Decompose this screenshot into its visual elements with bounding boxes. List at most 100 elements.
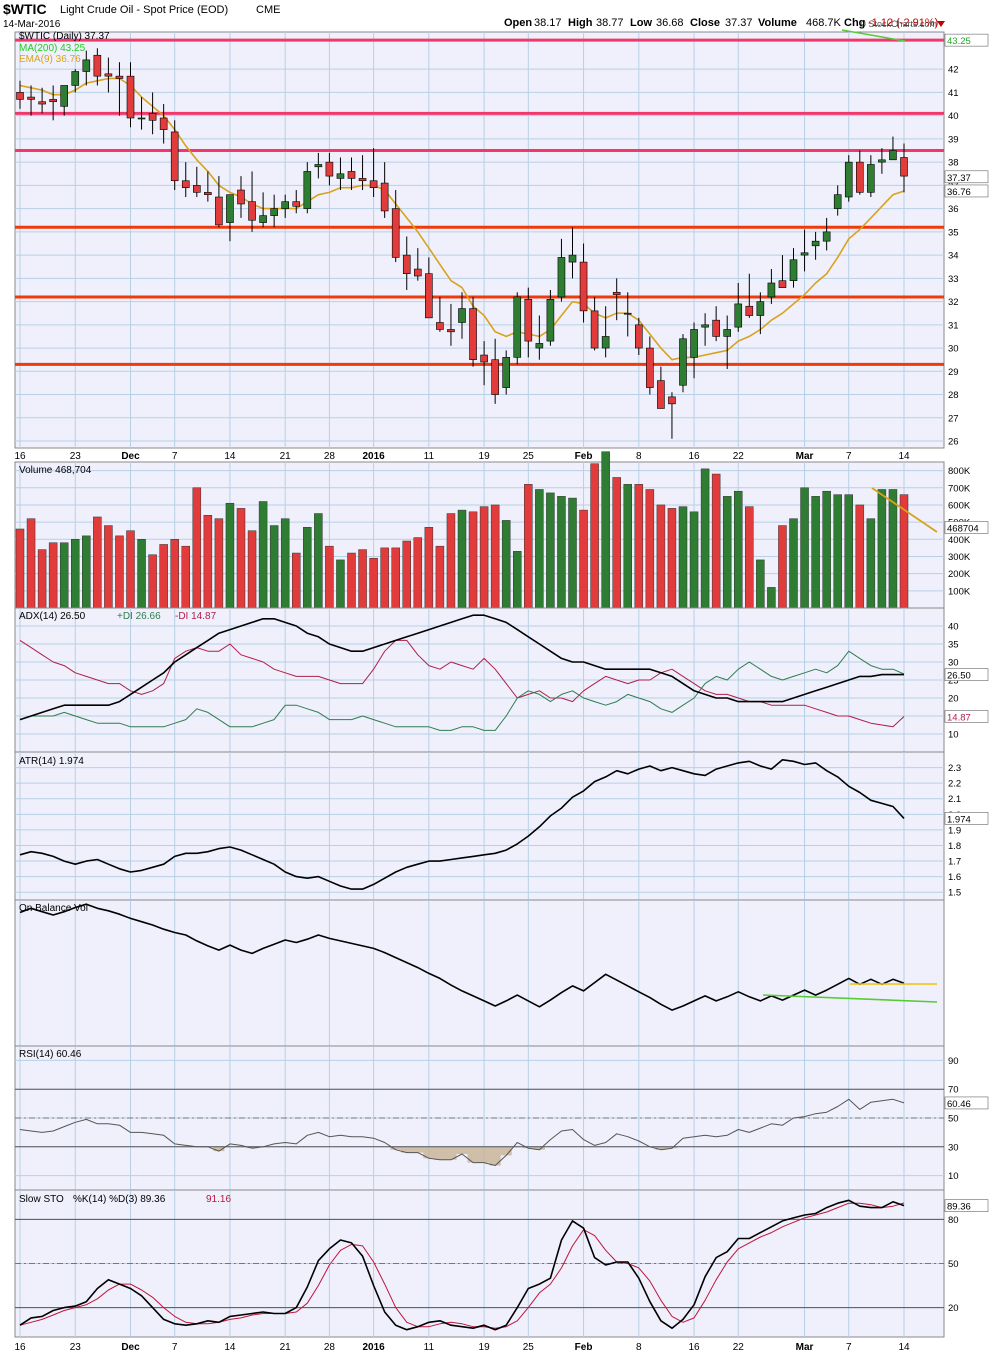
volume-bar: [336, 559, 345, 609]
x-tick-label: 16: [14, 1342, 26, 1353]
y-tick-label: 1.6: [948, 872, 961, 883]
volume-bar: [877, 489, 887, 609]
volume-bar: [325, 545, 334, 609]
candle-body: [844, 161, 853, 198]
obv-panel-background: [14, 899, 945, 1047]
y-tick-label: 25: [948, 676, 959, 687]
volume-bar: [734, 490, 743, 609]
volume-bar: [524, 484, 533, 609]
candle-body: [867, 164, 875, 193]
y-tick-label: 90: [948, 1056, 959, 1067]
plus-di-legend: +DI 26.66: [117, 611, 161, 622]
volume-bar: [181, 545, 190, 609]
x-tick-label: 21: [280, 451, 292, 462]
volume-value: 468.7K: [806, 17, 842, 29]
ma200-legend: MA(200) 43.25: [19, 43, 86, 54]
candle-body: [469, 308, 477, 360]
y-tick-label: 38: [948, 158, 959, 169]
candle-body: [71, 71, 80, 86]
volume-bar: [468, 511, 478, 609]
volume-panel-background: [14, 461, 945, 609]
x-tick-label: 25: [523, 1342, 535, 1353]
y-tick-label: 39: [948, 134, 959, 145]
chg-value: -1.12 (-2.91%): [868, 17, 938, 29]
volume-bar: [26, 518, 36, 609]
volume-bar: [535, 489, 544, 609]
y-tick-label: 30: [948, 658, 959, 669]
x-tick-label: 28: [324, 1342, 336, 1353]
volume-bar: [711, 473, 721, 609]
y-tick-label: 41: [948, 88, 959, 99]
volume-bar: [700, 468, 710, 609]
y-tick-label: 35: [948, 227, 959, 238]
minus-di-legend: -DI 14.87: [175, 611, 217, 622]
open-value: 38.17: [534, 17, 562, 29]
x-tick-label: 16: [14, 451, 26, 462]
oversold-shading: [213, 1146, 678, 1166]
y-tick-label: 34: [948, 251, 959, 262]
volume-bar: [115, 535, 124, 609]
high-label: High: [568, 17, 593, 29]
volume-bar: [844, 494, 853, 609]
y-tick-label: 200K: [948, 569, 971, 580]
volume-bar: [756, 559, 765, 609]
candle-body: [248, 201, 256, 221]
y-tick-label: 1.9: [948, 825, 961, 836]
candle-body: [170, 131, 179, 182]
candle-body: [535, 343, 544, 349]
candle-body: [734, 303, 743, 328]
candle-body: [259, 215, 267, 223]
value-tag-box: [944, 812, 989, 825]
volume-bar: [380, 547, 389, 609]
candle-body: [181, 180, 190, 189]
volume-bar: [689, 511, 699, 609]
candle-body: [159, 117, 168, 130]
candle-body: [436, 322, 444, 330]
candle-body: [712, 319, 720, 337]
chg-label: Chg: [844, 17, 865, 29]
volume-bar: [822, 490, 831, 609]
value-tag-box: [944, 668, 989, 681]
x-tick-label: 7: [846, 451, 852, 462]
volume-bar: [71, 539, 80, 609]
open-label: Open: [504, 17, 532, 29]
y-tick-label: 20: [948, 694, 959, 705]
candle-body: [579, 261, 588, 312]
y-tick-label: 2.3: [948, 763, 961, 774]
chart-date: 14-Mar-2016: [3, 19, 61, 30]
atr-line: [19, 759, 905, 890]
y-tick-label: 100K: [948, 586, 971, 597]
x-tick-label: Feb: [575, 1342, 593, 1353]
x-tick-label: 19: [479, 1342, 491, 1353]
y-tick-label: 700K: [948, 483, 971, 494]
value-tag-box: [944, 184, 989, 198]
value-tag-box: [944, 170, 989, 184]
candle-body: [723, 329, 732, 337]
candle-body: [292, 201, 301, 207]
atr-panel-background: [14, 751, 945, 901]
x-tick-label: 21: [280, 1342, 292, 1353]
x-tick-label: 2016: [362, 451, 385, 462]
volume-panel-title: Volume 468,704: [19, 465, 92, 476]
candle-body: [391, 208, 400, 258]
volume-bar: [170, 539, 179, 609]
value-tag: 60.46: [947, 1099, 971, 1110]
volume-bar: [137, 539, 146, 609]
candle-body: [756, 301, 765, 316]
volume-bar: [590, 463, 599, 609]
x-tick-label: 7: [172, 1342, 178, 1353]
candle-body: [458, 308, 466, 323]
candle-body: [447, 329, 455, 333]
y-tick-label: 10: [948, 730, 959, 741]
volume-bar: [314, 513, 323, 609]
volume-bar: [413, 537, 423, 609]
value-tag: 1.974: [947, 814, 971, 825]
volume-bar: [391, 547, 400, 609]
candle-body: [303, 171, 312, 209]
volume-bar: [634, 484, 644, 609]
close-value: 37.37: [725, 17, 753, 29]
volume-bar: [104, 525, 113, 609]
volume-bar: [446, 513, 456, 609]
x-tick-label: 22: [733, 451, 745, 462]
candle-body: [347, 171, 356, 179]
